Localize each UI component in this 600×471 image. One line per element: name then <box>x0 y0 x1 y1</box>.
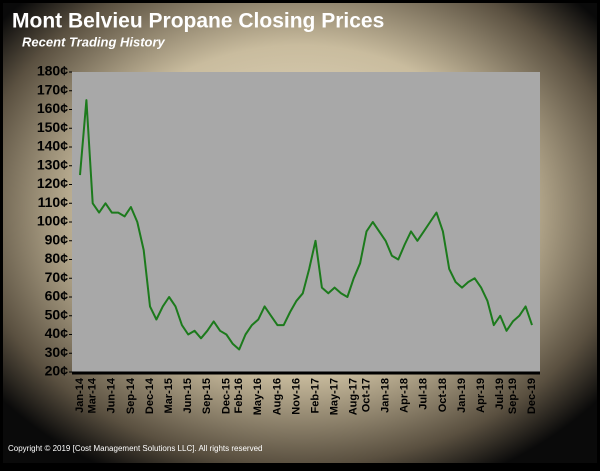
x-tick-label: Dec-14 <box>144 377 156 414</box>
plot-area <box>72 72 540 372</box>
y-tick-label: 150¢ <box>37 119 68 135</box>
x-tick-label: Apr-18 <box>399 378 411 413</box>
y-tick-label: 120¢ <box>37 175 68 191</box>
x-tick-label: Mar-14 <box>87 377 99 413</box>
x-tick-label: Feb-16 <box>233 378 245 413</box>
x-tick-label: Aug-17 <box>348 378 360 415</box>
chart-title: Mont Belvieu Propane Closing Prices <box>12 10 384 33</box>
y-tick-label: 100¢ <box>37 213 68 229</box>
y-tick-label: 130¢ <box>37 156 68 172</box>
x-tick-label: Sep-14 <box>125 377 137 414</box>
x-tick-label: Mar-15 <box>163 378 175 413</box>
x-tick-label: Feb-17 <box>309 378 321 413</box>
x-tick-label: Jul-19 <box>494 378 506 410</box>
chart-subtitle: Recent Trading History <box>22 34 166 49</box>
x-tick-label: May-17 <box>329 378 341 415</box>
x-tick-label: Jul-18 <box>418 378 430 410</box>
x-tick-label: Oct-17 <box>360 378 372 412</box>
x-tick-label: Oct-18 <box>437 378 449 412</box>
footer: Copyright © 2019 [Cost Management Soluti… <box>8 444 262 453</box>
y-tick-label: 160¢ <box>37 100 68 116</box>
x-tick-label: Sep-15 <box>201 378 213 414</box>
x-tick-label: Jan-14 <box>74 377 86 413</box>
x-tick-label: Jun-14 <box>106 377 118 413</box>
y-tick-label: 110¢ <box>38 194 69 210</box>
y-tick-label: 20¢ <box>45 363 69 379</box>
y-tick-label: 170¢ <box>37 81 68 97</box>
y-tick-label: 180¢ <box>37 63 68 79</box>
x-tick-label: Dec-15 <box>220 378 232 414</box>
x-tick-label: Sep-19 <box>507 378 519 414</box>
y-tick-label: 70¢ <box>45 269 69 285</box>
x-tick-label: May-16 <box>252 378 264 415</box>
y-tick-label: 40¢ <box>45 325 69 341</box>
x-tick-label: Aug-16 <box>271 378 283 415</box>
x-tick-label: Jan-19 <box>456 378 468 413</box>
y-tick-label: 60¢ <box>45 288 69 304</box>
x-tick-label: Dec-19 <box>526 378 538 414</box>
x-tick-label: Jun-15 <box>182 378 194 413</box>
y-tick-label: 50¢ <box>45 306 69 322</box>
x-tick-label: Nov-16 <box>290 378 302 415</box>
y-tick-label: 80¢ <box>45 250 69 266</box>
price-line <box>79 99 533 351</box>
y-tick-label: 30¢ <box>45 344 69 360</box>
y-tick-label: 90¢ <box>45 231 69 247</box>
y-tick-label: 140¢ <box>37 138 68 154</box>
x-tick-label: Apr-19 <box>475 378 487 413</box>
x-tick-label: Jan-18 <box>379 378 391 413</box>
